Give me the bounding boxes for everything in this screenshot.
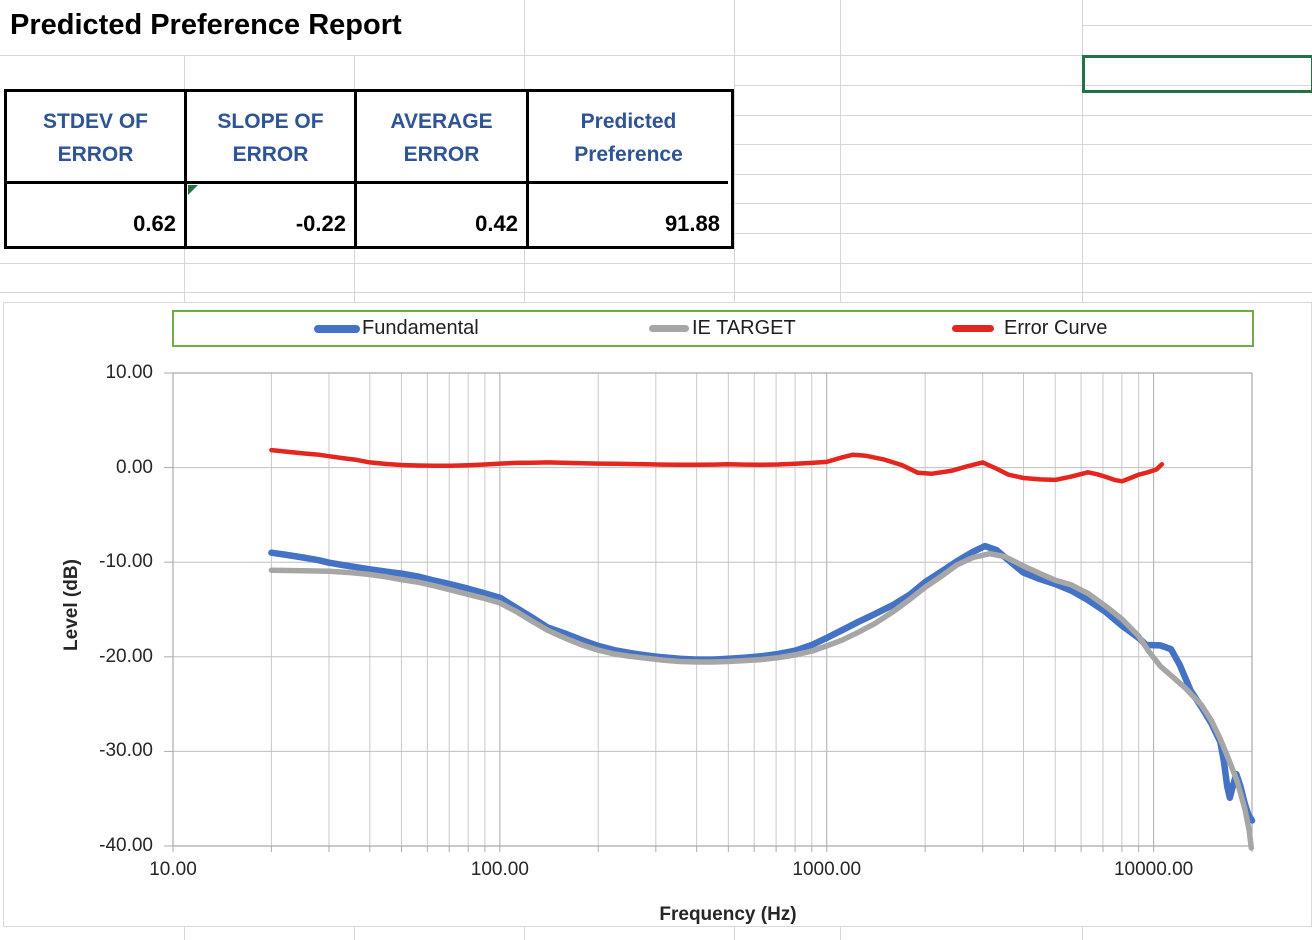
header-line: AVERAGE	[390, 109, 493, 133]
preference-chart[interactable]: Fundamental IE TARGET Error Curve 10.00 0…	[3, 302, 1312, 927]
ie-target-line-marker-icon	[649, 325, 689, 332]
legend-label: Fundamental	[362, 317, 479, 339]
header-cell-slope-of-error[interactable]: SLOPE OF ERROR	[184, 92, 354, 184]
value-cell-slope-of-error[interactable]: -0.22	[184, 184, 354, 246]
y-tick-label: 0.00	[116, 456, 153, 478]
value-text: -0.22	[295, 211, 346, 236]
header-line: ERROR	[57, 142, 134, 166]
plot-area	[164, 372, 1256, 852]
x-tick-label: 1000.00	[792, 859, 862, 880]
legend-item-ie-target[interactable]: IE TARGET	[649, 312, 796, 345]
gridline-v	[734, 0, 735, 302]
y-axis-title: Level (dB)	[61, 559, 82, 651]
series-line-ie-target	[268, 550, 1255, 851]
y-tick-label: -30.00	[99, 740, 153, 762]
value-cell-predicted-preference[interactable]: 91.88	[526, 184, 728, 246]
header-cell-predicted-preference[interactable]: Predicted Preference	[526, 92, 728, 184]
gridline-h	[734, 115, 1312, 116]
gridline-v	[354, 927, 355, 940]
gridline-h	[734, 233, 1312, 234]
y-tick-label: -10.00	[99, 551, 153, 573]
gridline-v	[1082, 927, 1083, 940]
gridline-v	[734, 927, 735, 940]
y-tick-label: 10.00	[105, 362, 153, 383]
header-cell-average-error[interactable]: AVERAGE ERROR	[354, 92, 526, 184]
gridline-v	[840, 0, 841, 302]
series-line-fundamental	[268, 542, 1256, 824]
error-indicator-triangle-icon	[188, 185, 198, 195]
y-tick-label: -20.00	[99, 645, 153, 667]
fundamental-line-marker-icon	[314, 324, 360, 333]
header-cell-stdev-of-error[interactable]: STDEV OF ERROR	[7, 92, 184, 184]
header-line: Preference	[574, 142, 683, 166]
header-line: ERROR	[232, 142, 309, 166]
legend-item-fundamental[interactable]: Fundamental	[314, 312, 479, 345]
header-line: SLOPE OF	[217, 109, 324, 133]
gridline-h	[734, 174, 1312, 175]
error-curve-line-marker-icon	[952, 325, 994, 332]
gridline-h	[734, 85, 1312, 86]
gridline-h	[1082, 25, 1312, 26]
page-title: Predicted Preference Report	[10, 9, 402, 41]
header-line: ERROR	[403, 142, 480, 166]
x-axis-title: Frequency (Hz)	[659, 904, 797, 925]
legend-item-error-curve[interactable]: Error Curve	[952, 312, 1107, 345]
gridline-h	[734, 203, 1312, 204]
gridline-v	[524, 927, 525, 940]
x-tick-label: 10.00	[149, 859, 197, 880]
selected-cell[interactable]	[1082, 55, 1312, 93]
gridline-h	[0, 55, 1312, 56]
gridline-v	[1082, 0, 1083, 302]
header-line: Predicted	[580, 109, 677, 133]
y-tick-label: -40.00	[99, 835, 153, 856]
value-cell-stdev-of-error[interactable]: 0.62	[133, 211, 176, 236]
x-tick-label: 100.00	[470, 859, 529, 880]
x-tick-label: 10000.00	[1113, 859, 1194, 880]
legend-label: Error Curve	[1004, 317, 1108, 339]
legend-label: IE TARGET	[692, 317, 796, 339]
header-line: STDEV OF	[42, 109, 148, 133]
gridline-h	[0, 292, 1312, 293]
metrics-table: STDEV OF ERROR SLOPE OF ERROR AVERAGE ER…	[4, 89, 734, 249]
value-cell-average-error[interactable]: 0.42	[354, 184, 526, 246]
gridline-v	[840, 927, 841, 940]
report-title-cell[interactable]: Predicted Preference Report	[0, 0, 524, 55]
chart-legend[interactable]: Fundamental IE TARGET Error Curve	[172, 310, 1254, 347]
series-line-error-curve	[269, 447, 1165, 484]
gridline-v	[184, 927, 185, 940]
gridline-h	[734, 144, 1312, 145]
gridline-h	[0, 263, 1312, 264]
